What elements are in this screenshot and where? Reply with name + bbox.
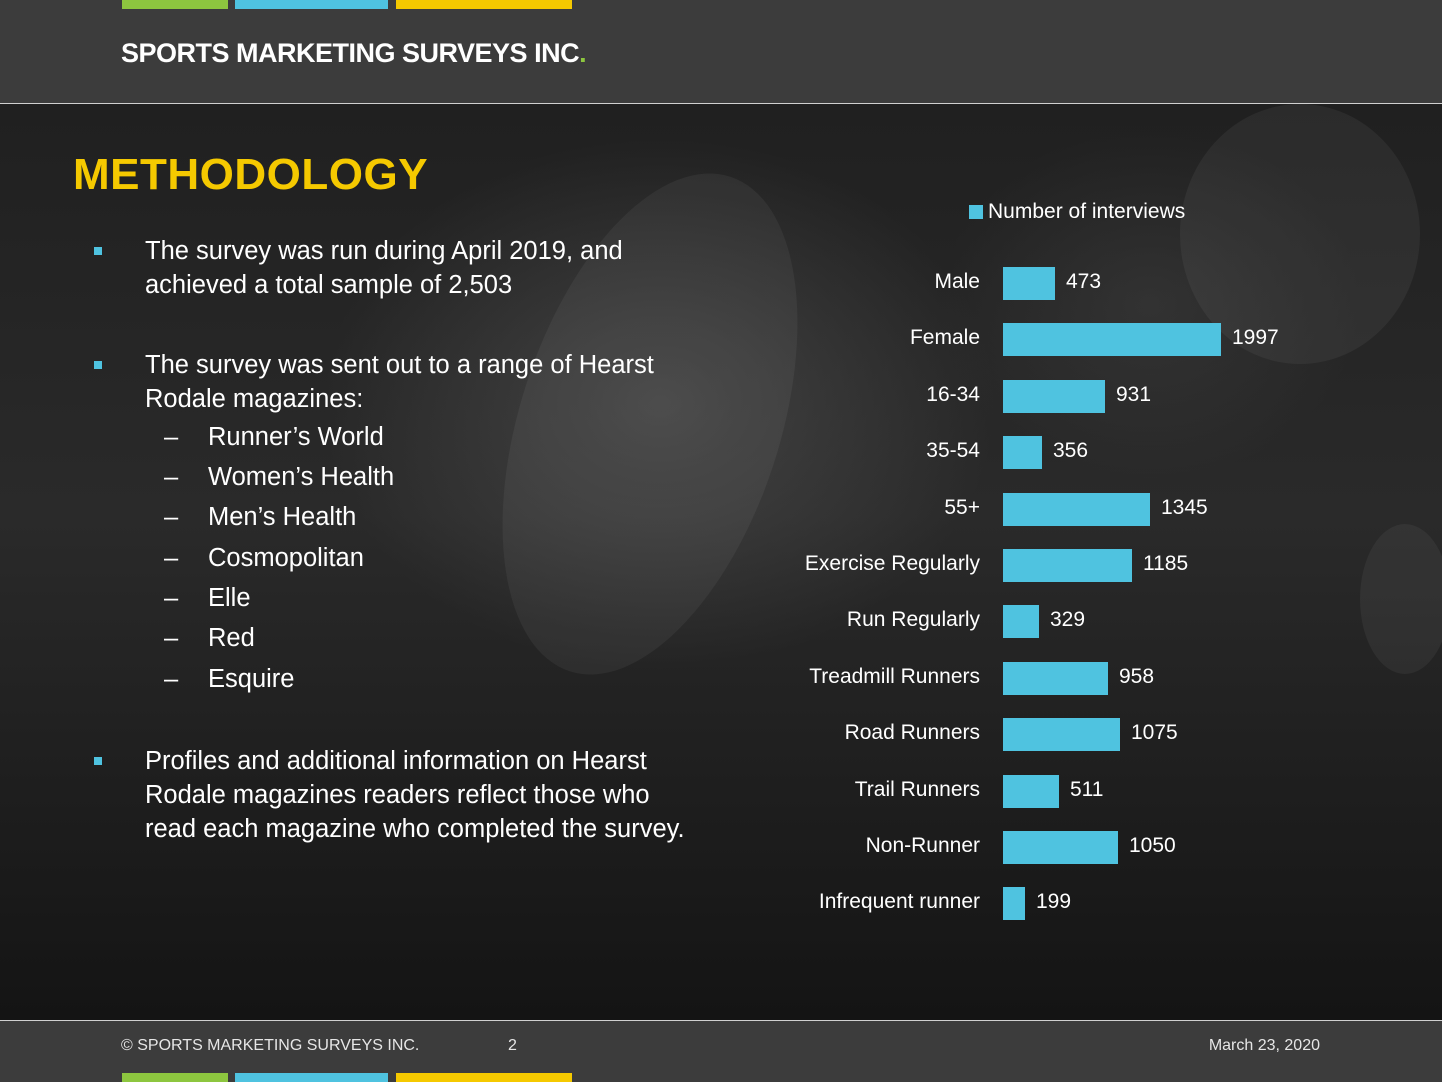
header-stripe-yellow — [396, 0, 572, 9]
bar — [1003, 775, 1059, 808]
bullet-marker — [94, 247, 102, 255]
value-label: 931 — [1116, 383, 1152, 406]
bullet-text: Profiles and additional information on H… — [145, 747, 685, 843]
bullet-marker — [94, 757, 102, 765]
background-photo-shape — [1360, 524, 1442, 674]
value-label: 199 — [1036, 890, 1072, 913]
value-label: 329 — [1050, 608, 1086, 631]
category-label: Female — [909, 326, 980, 349]
chart-row: 35-54 356 — [0, 436, 1442, 470]
background-photo-shape — [1180, 104, 1420, 364]
magazine-name: Red — [208, 624, 255, 652]
magazine-name: Women’s Health — [208, 463, 395, 491]
slide-title: METHODOLOGY — [73, 150, 429, 199]
dash-marker: – — [164, 544, 179, 572]
header-stripe-blue — [235, 0, 388, 9]
category-label: 16-34 — [926, 383, 980, 406]
chart-row: Road Runners 1075 — [0, 718, 1442, 752]
category-label: Infrequent runner — [818, 890, 980, 913]
footer-stripe-green — [122, 1073, 228, 1082]
magazine-name: Runner’s World — [208, 423, 384, 451]
brand-name: SPORTS MARKETING SURVEYS INC. — [121, 38, 587, 69]
footer-stripe-blue — [235, 1073, 388, 1082]
chart-row: Exercise Regularly 1185 — [0, 549, 1442, 583]
category-label: Male — [934, 270, 980, 293]
bar — [1003, 493, 1150, 526]
category-label: 35-54 — [926, 439, 980, 462]
brand-text: SPORTS MARKETING SURVEYS INC — [121, 38, 580, 68]
footer-copyright: © SPORTS MARKETING SURVEYS INC. — [121, 1037, 420, 1054]
value-label: 473 — [1066, 270, 1102, 293]
bar — [1003, 605, 1039, 638]
value-label: 356 — [1053, 439, 1089, 462]
bullet-marker — [94, 361, 102, 369]
header-stripe-green — [122, 0, 228, 9]
bullet-text: The survey was sent out to a range of He… — [145, 351, 654, 413]
dash-marker: – — [164, 584, 179, 612]
legend-swatch — [969, 205, 983, 219]
dash-marker: – — [164, 624, 179, 652]
value-label: 1997 — [1232, 326, 1279, 349]
magazine-name: Men’s Health — [208, 503, 357, 531]
chart-row: Male 473 — [0, 267, 1442, 301]
chart-legend: Number of interviews — [969, 200, 1185, 224]
chart-row: 16-34 931 — [0, 380, 1442, 414]
category-label: Trail Runners — [854, 778, 980, 801]
value-label: 1185 — [1143, 552, 1189, 575]
category-label: Road Runners — [844, 721, 980, 744]
bar — [1003, 831, 1118, 864]
bar — [1003, 549, 1132, 582]
bar — [1003, 323, 1221, 356]
slide-background — [0, 104, 1442, 1020]
category-label: Run Regularly — [846, 608, 980, 631]
legend-label: Number of interviews — [988, 200, 1186, 223]
slide-footer: © SPORTS MARKETING SURVEYS INC. 2 March … — [0, 1020, 1442, 1082]
bar — [1003, 436, 1042, 469]
chart-row: Treadmill Runners 958 — [0, 662, 1442, 696]
brand-dot: . — [579, 38, 587, 68]
category-label: Treadmill Runners — [809, 665, 980, 688]
magazine-name: Cosmopolitan — [208, 544, 364, 572]
slide-header: SPORTS MARKETING SURVEYS INC. — [0, 0, 1442, 104]
value-label: 958 — [1119, 665, 1155, 688]
value-label: 1075 — [1131, 721, 1178, 744]
bar — [1003, 380, 1105, 413]
value-label: 1050 — [1129, 834, 1176, 857]
magazine-name: Esquire — [208, 665, 295, 693]
category-label: Exercise Regularly — [804, 552, 980, 575]
chart-row: 55+ 1345 — [0, 493, 1442, 527]
chart-row: Non-Runner 1050 — [0, 831, 1442, 865]
category-label: 55+ — [944, 496, 980, 519]
value-label: 1345 — [1161, 496, 1208, 519]
chart-row: Trail Runners 511 — [0, 775, 1442, 809]
dash-marker: – — [164, 503, 179, 531]
dash-marker: – — [164, 665, 179, 693]
bar — [1003, 662, 1108, 695]
footer-stripe-yellow — [396, 1073, 572, 1082]
bar — [1003, 887, 1025, 920]
category-label: Non-Runner — [865, 834, 980, 857]
bar — [1003, 718, 1120, 751]
chart-row: Infrequent runner 199 — [0, 887, 1442, 921]
footer-page-number: 2 — [508, 1037, 517, 1054]
value-label: 511 — [1070, 778, 1104, 801]
footer-date: March 23, 2020 — [1208, 1037, 1320, 1054]
dash-marker: – — [164, 423, 179, 451]
chart-row: Female 1997 — [0, 323, 1442, 357]
bar — [1003, 267, 1055, 300]
magazine-name: Elle — [208, 584, 251, 612]
dash-marker: – — [164, 463, 179, 491]
bullet-text: The survey was run during April 2019, an… — [145, 237, 623, 299]
chart-row: Run Regularly 329 — [0, 605, 1442, 639]
